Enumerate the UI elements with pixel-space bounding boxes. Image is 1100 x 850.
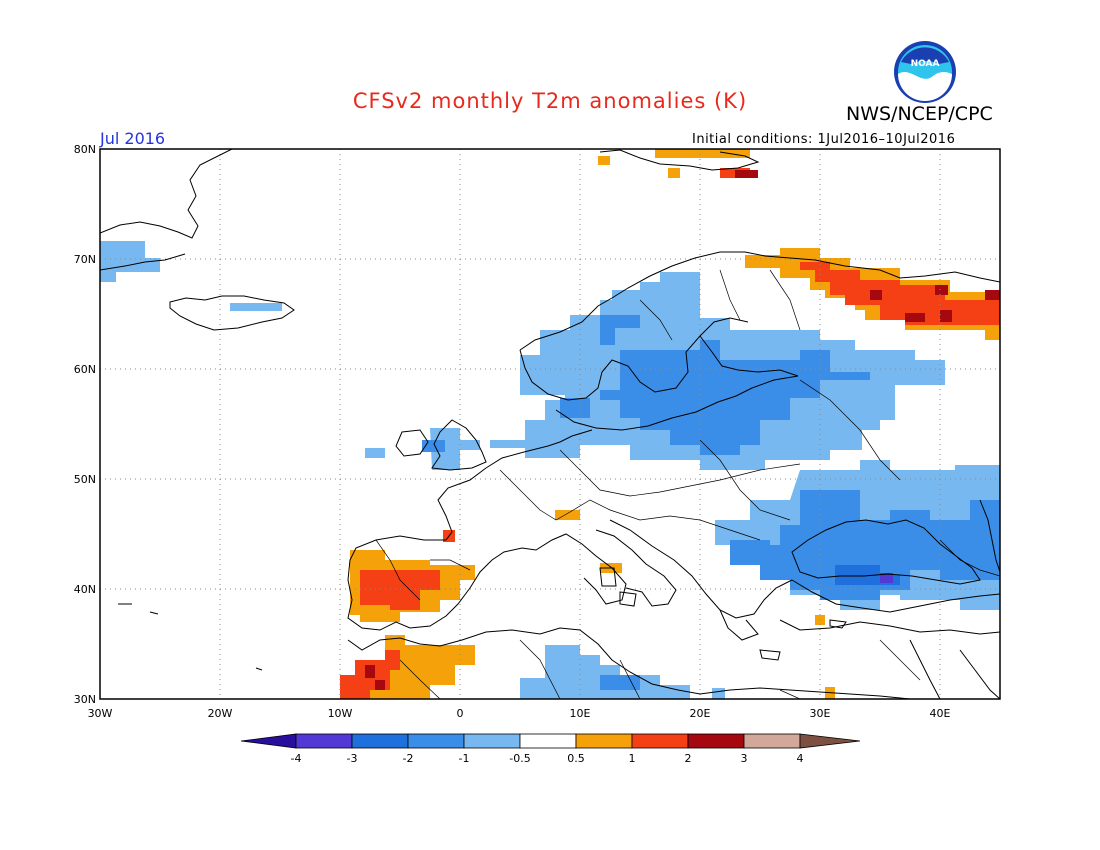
- colorbar-label: -3: [346, 752, 358, 765]
- map-frame: [99, 148, 1001, 700]
- anomaly-north-africa: [520, 645, 690, 699]
- anomaly-britain: [365, 428, 480, 470]
- red-sea: [959, 649, 1000, 699]
- greenland-coast-east: [100, 253, 186, 271]
- anomaly-balkans: [730, 540, 790, 580]
- anomaly-baltic: [600, 340, 870, 455]
- anomaly-iceland: [230, 303, 282, 311]
- anomaly-kola: [800, 262, 830, 270]
- balkans-coast: [609, 519, 793, 619]
- lon-label-0: 0: [456, 707, 464, 720]
- lon-label-30e: 30E: [809, 707, 831, 720]
- lat-label-60n: 60N: [73, 363, 96, 376]
- colorbar-label: -1: [458, 752, 470, 765]
- colorbar-bin-5: [519, 733, 577, 749]
- lon-label-20e: 20E: [689, 707, 711, 720]
- colorbar-label: 3: [740, 752, 748, 765]
- iceland-coast: [169, 295, 295, 331]
- colorbar-bin-9: [743, 733, 801, 749]
- colorbar-label: 2: [684, 752, 692, 765]
- colorbar-arrow-high: [799, 733, 861, 749]
- border-west: [499, 469, 761, 541]
- greece-coast: [719, 609, 759, 641]
- britain-coast: [431, 419, 487, 471]
- colorbar-bin-2: [351, 733, 409, 749]
- levant-coast: [909, 639, 941, 699]
- lat-label-40n: 40N: [73, 583, 96, 596]
- border-central: [559, 449, 801, 497]
- colorbar-bin-1: [295, 733, 353, 749]
- anomaly-nw-russia-deep: [870, 285, 1000, 322]
- border-scandinavia: [639, 269, 801, 341]
- colorbar-bin-4: [463, 733, 521, 749]
- lat-label-80n: 80N: [73, 143, 96, 156]
- colorbar-label: 4: [796, 752, 804, 765]
- org-label: NWS/NCEP/CPC: [846, 103, 993, 125]
- anomaly-anatolia-deep: [880, 573, 893, 583]
- europe-west: [485, 429, 593, 469]
- colorbar-label: 1: [628, 752, 636, 765]
- caspian-coast: [979, 499, 1000, 573]
- colorbar-bin-6: [575, 733, 633, 749]
- anomaly-shading: [100, 149, 1000, 699]
- lon-label-30w: 30W: [87, 707, 113, 720]
- turkey-south: [779, 619, 1000, 635]
- france-coast: [347, 467, 627, 631]
- anomaly-sweden: [600, 315, 640, 345]
- colorbar-label: -0.5: [509, 752, 531, 765]
- turkey-coast: [791, 579, 1000, 613]
- noaa-logo-text: NOAA: [911, 59, 940, 69]
- colorbar-bin-7: [631, 733, 689, 749]
- canary-islands: [118, 603, 263, 671]
- lon-label-10e: 10E: [569, 707, 591, 720]
- anomaly-nw-russia-core: [815, 270, 1000, 325]
- anomaly-morocco-deep: [365, 665, 385, 690]
- lat-label-50n: 50N: [73, 473, 96, 486]
- noaa-logo: NOAA: [893, 40, 957, 104]
- border-iberia: [375, 539, 471, 601]
- blacksea-coast: [791, 519, 981, 585]
- month-label: Jul 2016: [100, 129, 166, 148]
- italy-coast: [595, 529, 677, 607]
- lat-label-30n: 30N: [73, 693, 96, 706]
- anomaly-greenland: [100, 241, 160, 282]
- ireland-coast: [395, 429, 429, 457]
- norway-coast: [519, 251, 1000, 351]
- anomaly-denmark: [560, 398, 590, 418]
- colorbar-arrow-low: [240, 733, 297, 749]
- mediterranean-islands: [599, 567, 847, 661]
- lon-label-40e: 40E: [929, 707, 951, 720]
- anomaly-libya: [712, 688, 725, 699]
- anomaly-svalbard-small: [598, 156, 680, 178]
- lat-label-70n: 70N: [73, 253, 96, 266]
- coastlines: [100, 149, 1000, 699]
- lon-label-10w: 10W: [327, 707, 353, 720]
- colorbar-label: 0.5: [567, 752, 585, 765]
- border-east: [699, 379, 901, 521]
- colorbar-label: -2: [402, 752, 414, 765]
- border-caucasus: [939, 539, 1000, 577]
- colorbar-bin-8: [687, 733, 745, 749]
- border-africa: [399, 639, 921, 699]
- initial-conditions: Initial conditions: 1Jul2016–10Jul2016: [692, 132, 956, 147]
- svalbard-coast: [599, 149, 760, 171]
- anomaly-svalbard: [655, 149, 750, 158]
- anomaly-alps: [555, 510, 580, 520]
- finland-coast: [699, 335, 799, 377]
- anomaly-svalbard-deep: [735, 170, 758, 178]
- north-africa-coast: [347, 627, 911, 699]
- colorbar-label: -4: [290, 752, 302, 765]
- lon-label-20w: 20W: [207, 707, 233, 720]
- colorbar: [240, 733, 861, 749]
- colorbar-bin-3: [407, 733, 465, 749]
- anomaly-blacksea: [740, 490, 1000, 600]
- greenland-coast: [100, 149, 233, 239]
- chart-title: CFSv2 monthly T2m anomalies (K): [352, 89, 748, 113]
- baltic-south: [555, 375, 799, 431]
- borders: [375, 269, 1000, 699]
